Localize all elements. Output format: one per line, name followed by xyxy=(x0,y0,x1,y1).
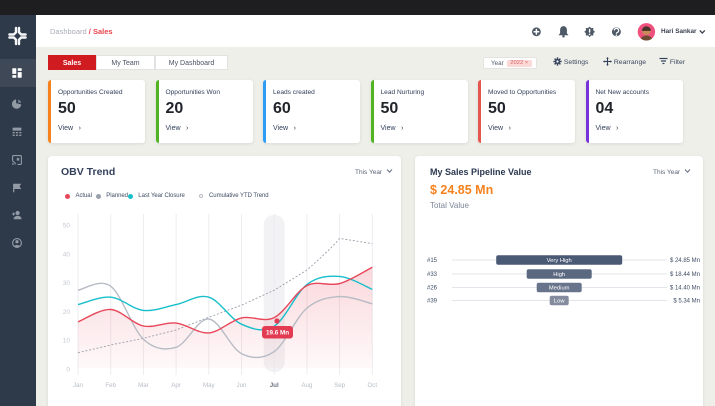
svg-text:$ 24.85 Mn: $ 24.85 Mn xyxy=(670,258,700,264)
svg-text:Feb: Feb xyxy=(105,382,116,389)
svg-text:30: 30 xyxy=(63,280,71,287)
svg-text:Very High: Very High xyxy=(547,258,572,264)
svg-text:20: 20 xyxy=(63,309,71,316)
svg-text:Apr: Apr xyxy=(171,382,181,389)
svg-text:Jan: Jan xyxy=(73,382,84,389)
svg-text:May: May xyxy=(203,382,216,389)
svg-text:Sep: Sep xyxy=(334,382,346,389)
svg-text:#26: #26 xyxy=(427,286,438,292)
svg-text:Low: Low xyxy=(554,299,565,305)
svg-text:#15: #15 xyxy=(427,258,438,264)
svg-text:Aug: Aug xyxy=(301,382,313,389)
svg-text:Jun: Jun xyxy=(237,382,248,389)
svg-text:High: High xyxy=(553,272,565,278)
svg-text:Oct: Oct xyxy=(367,382,377,389)
svg-text:$ 18.44 Mn: $ 18.44 Mn xyxy=(670,272,700,278)
svg-text:Jul: Jul xyxy=(270,382,279,389)
svg-text:$ 5.34 Mn: $ 5.34 Mn xyxy=(673,299,700,305)
svg-text:10: 10 xyxy=(63,338,71,345)
svg-text:#39: #39 xyxy=(427,299,438,305)
svg-text:Mar: Mar xyxy=(138,382,149,389)
svg-text:19.6 Mn: 19.6 Mn xyxy=(266,330,289,337)
svg-text:$ 14.40 Mn: $ 14.40 Mn xyxy=(670,286,700,292)
svg-text:40: 40 xyxy=(63,251,71,258)
svg-text:#33: #33 xyxy=(427,272,438,278)
svg-text:0: 0 xyxy=(66,367,70,374)
svg-text:50: 50 xyxy=(63,223,71,230)
svg-text:Medium: Medium xyxy=(549,286,570,292)
